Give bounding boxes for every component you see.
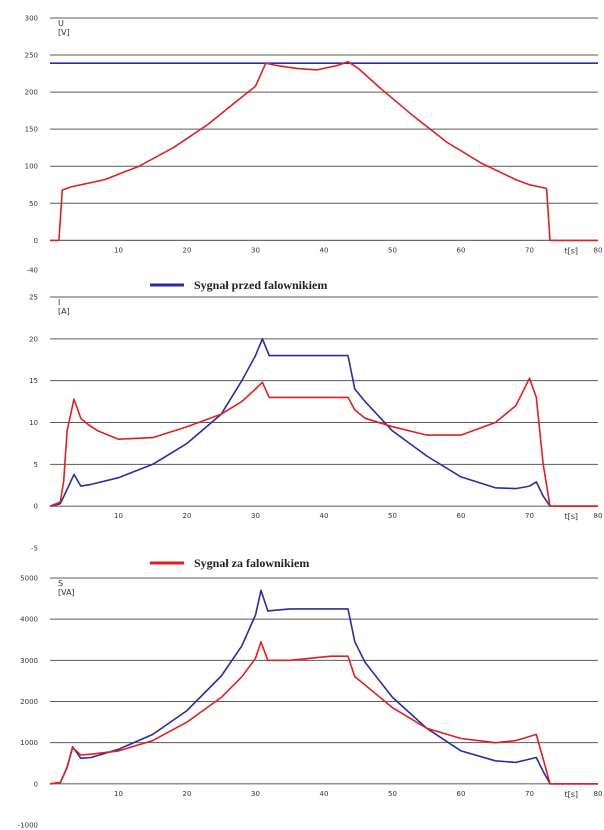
y-tick-label: 25	[29, 294, 38, 302]
y-tick-label: -40	[27, 267, 38, 275]
x-tick-label: 50	[388, 246, 397, 254]
y-tick-label: 100	[25, 163, 38, 171]
x-tick-label: 50	[388, 512, 397, 520]
x-tick-label: 80	[594, 512, 603, 520]
x-tick-label: 70	[525, 790, 534, 798]
series-line-before-inverter	[49, 337, 598, 508]
x-tick-label: 50	[388, 790, 397, 798]
x-tick-label: 10	[114, 246, 123, 254]
x-tick-label: 30	[251, 246, 260, 254]
x-tick-label: 30	[251, 790, 260, 798]
series-line-after-inverter	[49, 640, 598, 785]
series-line-after-inverter	[49, 377, 598, 508]
x-tick-label: 10	[114, 790, 123, 798]
y-axis-label: U	[58, 19, 64, 28]
x-tick-label: 40	[320, 246, 329, 254]
y-tick-label: -5	[31, 545, 38, 553]
y-tick-label: 4000	[20, 616, 38, 624]
x-tick-label: 70	[525, 246, 534, 254]
y-tick-label: 200	[25, 89, 38, 97]
x-axis-label: t[s]	[564, 790, 578, 799]
series-line-before-inverter	[49, 589, 598, 785]
y-tick-label: 5	[34, 461, 38, 469]
legend-label-before-inverter: Sygnał przed falownikiem	[194, 278, 327, 292]
apparent-power-chart: -1000 0 1000 2000 3000 4000 5000 10 20 30 40 50 60 70…	[18, 575, 603, 830]
legend-label-after-inverter: Sygnał za falownikiem	[194, 556, 309, 570]
y-tick-label: 300	[25, 15, 38, 23]
x-tick-label: 30	[251, 512, 260, 520]
x-tick-label: 40	[320, 790, 329, 798]
y-tick-label: 150	[25, 126, 38, 134]
y-tick-label: 250	[25, 52, 38, 60]
y-tick-label: 2000	[20, 698, 38, 706]
y-tick-label: 15	[29, 377, 38, 385]
x-tick-label: 20	[183, 246, 192, 254]
x-tick-label: 10	[114, 512, 123, 520]
y-tick-label: 5000	[20, 575, 38, 583]
y-tick-label: 3000	[20, 657, 38, 665]
x-tick-label: 60	[457, 512, 466, 520]
y-tick-label: -1000	[18, 822, 38, 830]
y-axis-unit: [V]	[58, 28, 70, 37]
series-line-after-inverter	[50, 60, 598, 242]
y-tick-label: 50	[29, 200, 38, 208]
y-tick-label: 1000	[20, 739, 38, 747]
legend-after-inverter: Sygnał za falownikiem	[150, 556, 309, 570]
y-tick-label: 10	[29, 419, 38, 427]
x-tick-label: 80	[594, 246, 603, 254]
y-tick-label: 20	[29, 335, 38, 343]
x-tick-label: 70	[525, 512, 534, 520]
x-axis-label: t[s]	[564, 246, 578, 255]
x-tick-label: 20	[183, 790, 192, 798]
x-tick-label: 20	[183, 512, 192, 520]
x-tick-label: 60	[457, 790, 466, 798]
x-tick-label: 80	[594, 790, 603, 798]
voltage-chart: -40 0 50 100 150 200 250 300 10 20 30 40 50 60 70 80 U[V…	[25, 15, 603, 275]
x-tick-label: 60	[457, 246, 466, 254]
y-axis-label: I	[58, 298, 60, 307]
y-tick-label: 0	[34, 237, 38, 245]
x-axis-label: t[s]	[564, 512, 578, 521]
x-tick-label: 40	[320, 512, 329, 520]
y-tick-label: 0	[34, 503, 38, 511]
y-tick-label: 0	[34, 780, 38, 788]
current-chart: -5 0 5 10 15 20 25 10 20 30 40 50 60 70 80 I[A] t[s]	[29, 294, 602, 553]
y-axis-label: S	[58, 579, 63, 588]
legend-before-inverter: Sygnał przed falownikiem	[150, 278, 327, 292]
y-axis-unit: [A]	[58, 307, 70, 316]
y-axis-unit: [VA]	[58, 588, 75, 597]
